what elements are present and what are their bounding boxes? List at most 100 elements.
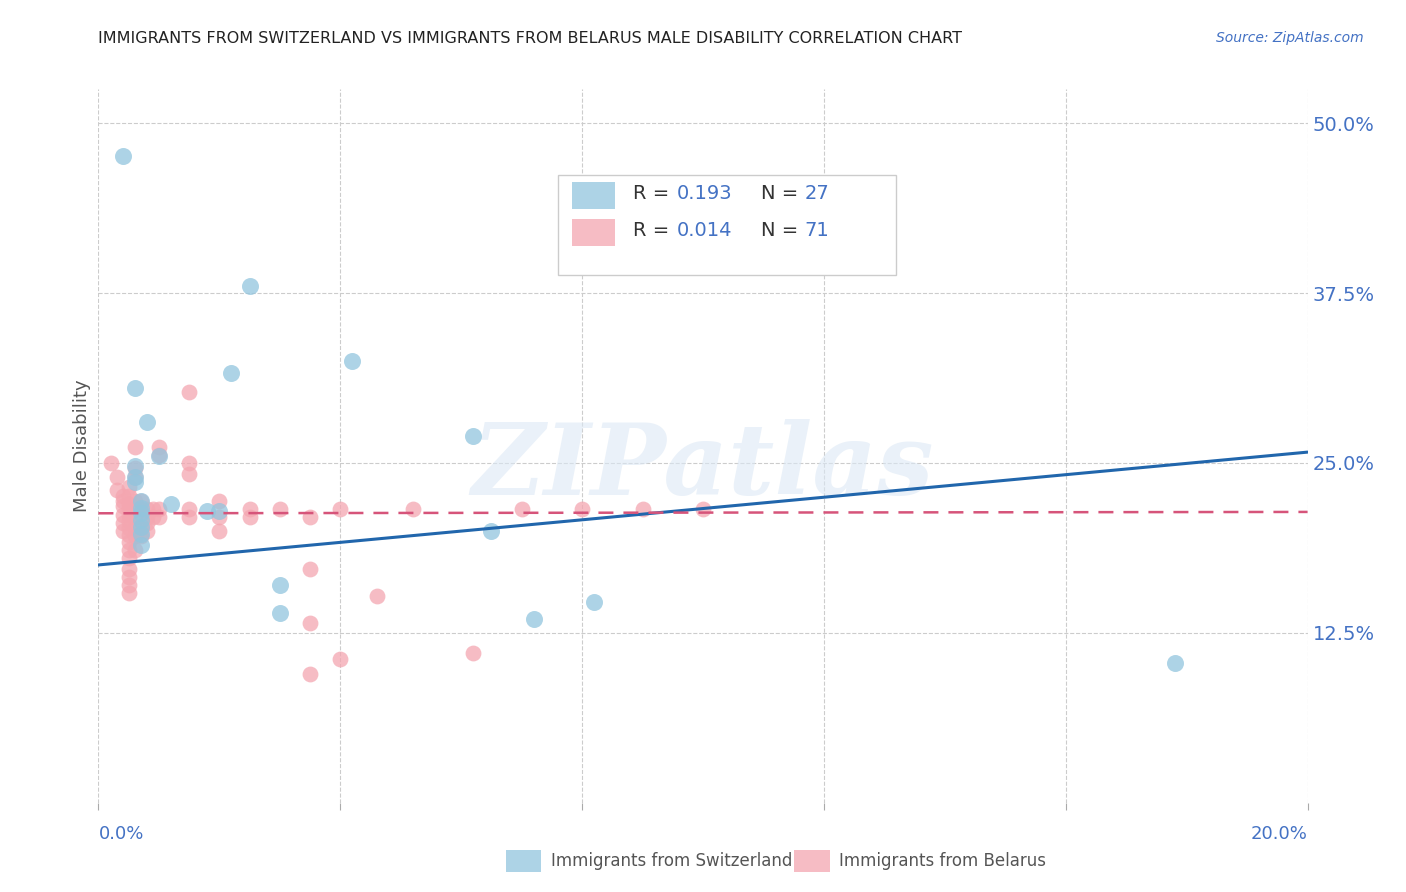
Text: 71: 71: [804, 221, 830, 240]
Point: [148, 510, 170, 524]
Text: Immigrants from Belarus: Immigrants from Belarus: [839, 852, 1046, 870]
Point: [177, 510, 201, 524]
Text: Immigrants from Switzerland: Immigrants from Switzerland: [551, 852, 793, 870]
Point: [269, 578, 291, 592]
Point: [129, 513, 152, 527]
Point: [111, 516, 134, 530]
Point: [299, 616, 322, 631]
Text: Source: ZipAtlas.com: Source: ZipAtlas.com: [1216, 31, 1364, 45]
Point: [129, 526, 152, 541]
Point: [118, 515, 141, 529]
Point: [329, 502, 352, 516]
Point: [463, 646, 485, 660]
Point: [111, 149, 134, 163]
Point: [124, 494, 146, 508]
Point: [124, 381, 146, 395]
Point: [269, 502, 291, 516]
Point: [1163, 656, 1185, 670]
Text: 0.014: 0.014: [676, 221, 733, 240]
Text: 0.0%: 0.0%: [98, 825, 143, 843]
Text: R =: R =: [633, 221, 675, 240]
Text: N =: N =: [761, 184, 804, 202]
Point: [124, 469, 146, 483]
FancyBboxPatch shape: [572, 182, 614, 209]
Text: R =: R =: [633, 184, 675, 202]
Point: [463, 429, 485, 443]
Point: [129, 506, 152, 520]
Point: [135, 516, 157, 530]
Text: 20.0%: 20.0%: [1251, 825, 1308, 843]
Point: [129, 494, 152, 508]
Point: [135, 510, 157, 524]
Point: [111, 489, 134, 503]
Point: [129, 520, 152, 534]
Point: [299, 510, 322, 524]
Point: [571, 502, 593, 516]
Point: [177, 467, 201, 481]
Point: [111, 524, 134, 538]
Point: [208, 494, 231, 508]
Point: [208, 503, 231, 517]
Point: [118, 578, 141, 592]
Point: [124, 502, 146, 516]
Text: 27: 27: [804, 184, 830, 202]
Point: [118, 521, 141, 535]
Point: [118, 497, 141, 511]
Point: [124, 469, 146, 483]
Point: [195, 503, 218, 517]
Point: [124, 440, 146, 454]
Point: [299, 666, 322, 681]
Point: [129, 529, 152, 543]
Point: [142, 510, 165, 524]
Point: [221, 366, 243, 380]
Point: [239, 279, 262, 293]
Point: [583, 594, 606, 608]
Point: [208, 524, 231, 538]
FancyBboxPatch shape: [572, 219, 614, 246]
Text: 0.193: 0.193: [676, 184, 733, 202]
Text: IMMIGRANTS FROM SWITZERLAND VS IMMIGRANTS FROM BELARUS MALE DISABILITY CORRELATI: IMMIGRANTS FROM SWITZERLAND VS IMMIGRANT…: [98, 31, 963, 46]
Point: [269, 606, 291, 620]
Point: [239, 510, 262, 524]
Point: [239, 502, 262, 516]
Point: [129, 502, 152, 516]
Point: [692, 502, 714, 516]
Y-axis label: Male Disability: Male Disability: [73, 380, 91, 512]
Point: [105, 469, 128, 483]
Point: [118, 480, 141, 494]
Point: [129, 500, 152, 515]
Point: [208, 510, 231, 524]
Point: [329, 651, 352, 665]
Point: [523, 612, 546, 626]
Point: [118, 502, 141, 516]
Point: [111, 508, 134, 522]
Point: [148, 448, 170, 462]
Point: [135, 415, 157, 429]
Point: [129, 521, 152, 535]
Point: [118, 534, 141, 549]
Point: [118, 570, 141, 584]
Point: [105, 483, 128, 498]
Point: [342, 354, 364, 368]
Point: [100, 456, 122, 470]
Point: [118, 562, 141, 576]
Point: [124, 529, 146, 543]
FancyBboxPatch shape: [558, 175, 897, 275]
Point: [510, 502, 533, 516]
Point: [177, 385, 201, 400]
Point: [481, 524, 503, 538]
Point: [129, 537, 152, 551]
Point: [148, 440, 170, 454]
Point: [124, 461, 146, 475]
Point: [129, 494, 152, 508]
Point: [177, 456, 201, 470]
Point: [177, 502, 201, 516]
Point: [118, 551, 141, 566]
Point: [299, 562, 322, 576]
Point: [118, 489, 141, 503]
Point: [135, 524, 157, 538]
Point: [118, 586, 141, 600]
Point: [135, 502, 157, 516]
Point: [118, 543, 141, 558]
Text: N =: N =: [761, 221, 804, 240]
